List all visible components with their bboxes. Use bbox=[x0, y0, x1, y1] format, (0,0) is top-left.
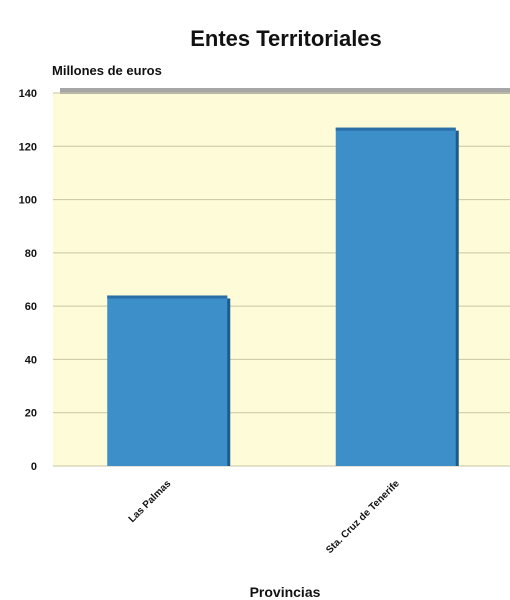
y-tick-label: 0 bbox=[31, 461, 37, 473]
x-axis-category-labels: Las Palmas Sta. Cruz de Tenerife bbox=[127, 478, 403, 556]
y-tick-label: 100 bbox=[19, 195, 37, 207]
y-axis-unit-label: Millones de euros bbox=[52, 63, 162, 78]
bar-2 bbox=[335, 127, 456, 466]
y-tick-label: 40 bbox=[25, 354, 37, 366]
y-tick-label: 80 bbox=[25, 248, 37, 260]
y-tick-label: 60 bbox=[25, 301, 37, 313]
chart-title: Entes Territoriales bbox=[190, 26, 382, 51]
y-tick-label: 20 bbox=[25, 408, 37, 420]
x-category-label: Las Palmas bbox=[127, 478, 174, 525]
y-axis-ticks: 0 20 40 60 80 100 120 140 bbox=[19, 88, 37, 473]
plot-top-wall bbox=[60, 88, 510, 94]
bar-1 bbox=[107, 295, 228, 466]
y-tick-label: 120 bbox=[19, 141, 37, 153]
y-tick-label: 140 bbox=[19, 88, 37, 100]
x-category-label: Sta. Cruz de Tenerife bbox=[324, 478, 402, 556]
bar-top-edge bbox=[107, 295, 228, 299]
x-axis-title: Provincias bbox=[250, 584, 321, 600]
bar-top-edge bbox=[335, 127, 456, 131]
bars bbox=[107, 127, 459, 466]
